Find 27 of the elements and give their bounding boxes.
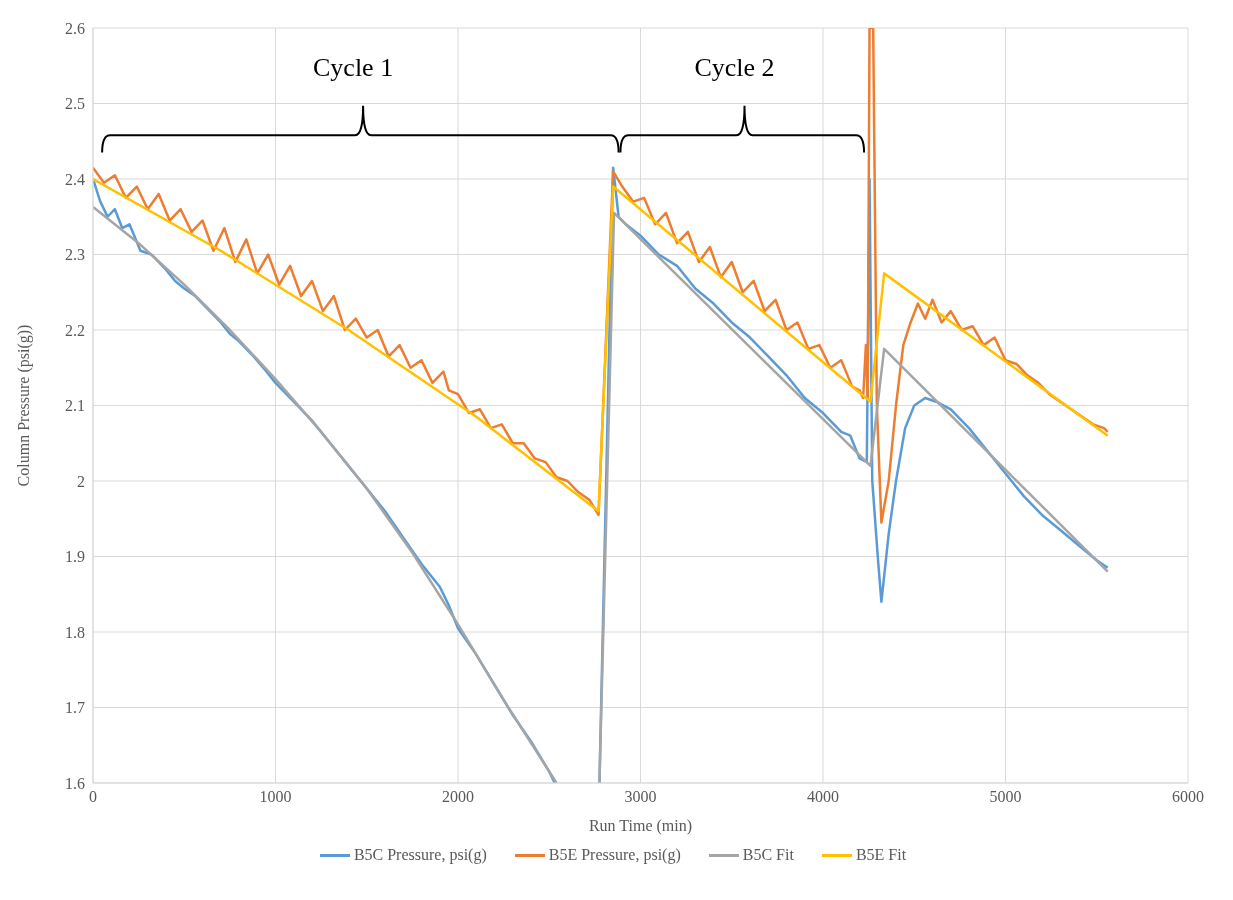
y-axis-title: Column Pressure (psi(g)) [14,324,33,487]
annotation: Cycle 2 [694,52,775,82]
x-axis-title: Run Time (min) [588,817,693,835]
y-tick-label: 1.6 [65,774,85,792]
y-tick-label: 1.7 [65,699,85,717]
y-tick-label: 1.8 [65,623,85,641]
x-tick-label: 6000 [1172,788,1204,806]
annotation: Cycle 1 [313,52,394,82]
line-series [93,177,1109,513]
y-tick-label: 2.2 [65,321,85,339]
y-tick-label: 2.6 [65,19,85,37]
legend-label: B5C Pressure, psi(g) [353,846,487,864]
x-tick-label: 0 [89,788,97,806]
x-tick-label: 2000 [442,788,474,806]
legend-label: B5E Pressure, psi(g) [548,846,681,864]
y-tick-label: 2.3 [65,246,85,264]
x-tick-label: 3000 [624,788,657,806]
x-tick-label: 4000 [807,788,839,806]
legend-label: B5E Fit [855,846,907,864]
y-tick-label: 2.4 [65,170,85,188]
x-tick-label: 1000 [259,788,292,806]
y-tick-label: 1.9 [65,548,85,566]
y-tick-label: 2 [77,472,85,490]
legend-label: B5C Fit [742,846,794,864]
y-tick-label: 2.1 [65,397,85,415]
y-tick-label: 2.5 [65,95,85,113]
x-tick-label: 5000 [989,788,1022,806]
